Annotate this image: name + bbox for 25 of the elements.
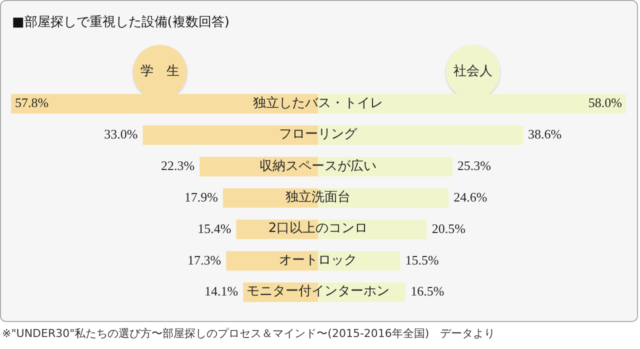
data-label: 24.6% <box>454 189 488 204</box>
data-label: 16.5% <box>410 284 444 299</box>
data-label: 38.6% <box>528 126 562 142</box>
y-tick-label: 2口以上のコンロ <box>268 221 368 236</box>
y-tick-label: モニター付インターホン <box>246 284 390 300</box>
data-label: 57.8% <box>15 95 49 110</box>
data-label: 33.0% <box>104 126 138 142</box>
data-label: 15.5% <box>405 252 440 268</box>
data-label: 25.3% <box>457 158 492 173</box>
data-label: 14.1% <box>204 284 238 299</box>
series-label: 社会人 <box>452 63 494 81</box>
chart-title: ■部屋探しで重視した設備(複数回答) <box>12 14 230 31</box>
series-label: 学 生 <box>140 63 180 81</box>
y-tick-label: 独立したバス・トイレ <box>252 94 384 113</box>
data-label: 20.5% <box>432 220 466 236</box>
text: ※"UNDER30"私たちの選び方〜部屋探しのプロセス＆マインド〜(2015-2016年全国) データより <box>2 326 496 341</box>
y-tick-label: フローリング <box>278 126 358 144</box>
y-tick-label: 独立洗面台 <box>284 189 352 207</box>
data-label: 58.0% <box>588 95 622 110</box>
data-label: 17.9% <box>184 189 218 204</box>
data-label: 15.4% <box>198 220 232 236</box>
y-tick-label: オートロック <box>279 252 357 268</box>
data-label: 22.3% <box>160 158 195 173</box>
data-label: 17.3% <box>188 252 222 268</box>
y-tick-label: 収納スペースが広い <box>258 158 378 176</box>
